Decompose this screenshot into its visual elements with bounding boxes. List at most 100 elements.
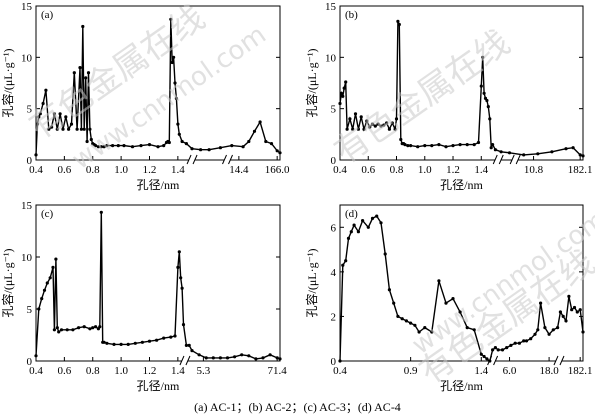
data-point [112,342,116,346]
plot-frame [35,204,281,362]
x-tick-label: 1.2 [143,365,157,377]
data-point [179,276,183,280]
data-point [59,328,64,332]
data-point [169,335,173,339]
data-point [105,341,109,345]
x-tick-label: 1.4 [474,164,488,176]
data-point [57,330,61,334]
data-point [94,325,98,329]
data-point [34,153,38,157]
data-point [41,101,45,106]
data-point [451,297,455,301]
y-tick-label: 6 [331,222,337,234]
x-tick-label: 1.2 [446,164,460,176]
data-point [430,330,434,334]
x-tick-label: 1.4 [474,365,488,377]
series-line [339,215,584,363]
data-point [338,359,342,363]
data-point [488,117,492,121]
data-point [44,88,48,92]
x-tick-label: 1.0 [418,164,432,176]
data-point [177,132,181,136]
data-point [581,154,585,158]
data-point [54,257,58,261]
data-point [75,127,79,131]
data-point [174,96,178,100]
data-point [493,346,497,350]
data-point [370,216,375,220]
data-point [379,124,383,128]
data-point [169,17,173,21]
data-point [72,71,76,75]
axis-break-mark [498,154,504,165]
data-point [278,151,282,155]
x-tick-label: 6.0 [503,365,517,377]
data-point [88,127,92,131]
data-point [489,146,493,150]
data-point [476,140,481,145]
y-tick-label: 10 [21,52,33,64]
data-point [416,145,420,149]
data-point [344,80,348,84]
data-point [351,127,355,131]
data-point [184,142,188,146]
y-tick-label: 0 [27,155,33,167]
axis-break-mark [228,154,233,165]
x-tick-label: 71.4 [268,365,288,377]
data-point [173,81,177,85]
data-point [564,319,568,323]
data-point [361,219,365,223]
data-point [564,147,568,151]
data-point [524,339,529,343]
data-point [547,332,551,336]
data-point [472,328,476,332]
data-point [396,314,400,318]
data-point [567,294,571,298]
y-tick-label: 15 [325,1,337,13]
data-point [50,125,54,129]
data-point [77,326,81,330]
data-point [341,263,345,267]
data-point [130,145,135,149]
data-point [170,60,174,65]
y-axis-label: 孔容/(μL·g⁻¹) [304,248,319,317]
axis-break-gap [181,356,188,366]
data-point [155,338,159,342]
data-point [437,279,441,283]
data-point [339,91,343,95]
data-point [578,308,582,312]
axis-break-mark [492,154,498,165]
x-tick-label: 1.0 [114,365,128,377]
data-point [190,147,194,151]
x-axis-label: 孔径/nm [440,178,483,192]
data-point [37,115,41,119]
plot-frame [339,204,584,362]
axis-break-gap [489,356,496,366]
data-point [485,98,489,103]
data-point [197,353,201,357]
data-point [42,288,47,292]
x-tick-label: 0.6 [57,164,71,176]
data-point [230,144,234,148]
data-point [356,230,360,234]
data-point [89,137,93,142]
data-point [65,328,69,332]
data-point [444,145,448,149]
y-tick-label: 10 [21,252,33,264]
data-point [390,121,394,125]
y-tick-label: 10 [325,52,337,64]
data-point [581,330,585,334]
data-point [252,129,257,133]
x-tick-label: 14.4 [229,164,249,176]
data-point [40,297,44,301]
axis-break-mark [559,355,565,366]
data-point [86,71,91,75]
y-tick-label: 5 [27,304,33,316]
x-tick-label: 10.8 [524,164,544,176]
axis-break-mark [179,355,185,366]
y-tick-label: 15 [21,200,33,212]
data-point [176,122,180,126]
data-point [362,127,366,131]
data-point [247,354,251,358]
x-tick-label: 1.0 [114,164,128,176]
